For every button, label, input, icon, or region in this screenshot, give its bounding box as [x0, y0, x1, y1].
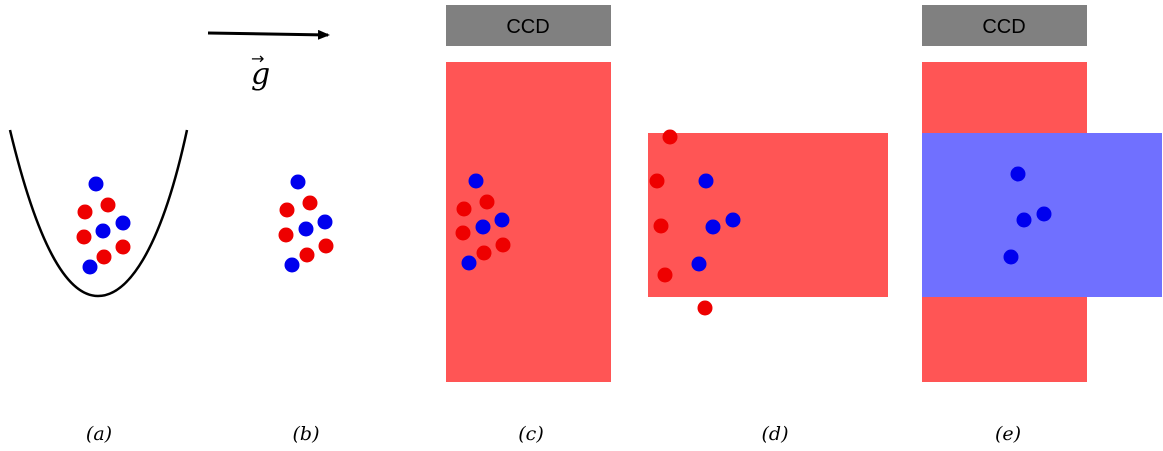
- atom-red: [77, 204, 93, 220]
- atom-blue: [494, 212, 510, 228]
- atom-red: [657, 267, 673, 283]
- gravity-symbol: g: [251, 57, 270, 92]
- atom-blue: [1010, 166, 1026, 182]
- atom-cloud-d: [649, 129, 741, 316]
- atom-blue: [1036, 206, 1052, 222]
- atom-red: [279, 202, 295, 218]
- atom-blue: [317, 214, 333, 230]
- panel-label-c: (c): [518, 423, 543, 445]
- ccd-box: [446, 5, 611, 46]
- panel-d: [648, 129, 888, 316]
- atom-blue: [691, 256, 707, 272]
- panel-label-e: (e): [995, 423, 1021, 445]
- atom-blue: [725, 212, 741, 228]
- atom-red: [456, 201, 472, 217]
- atom-red: [479, 194, 495, 210]
- panel-a: [8, 129, 189, 298]
- atom-red: [278, 227, 294, 243]
- panel-label-b: (b): [293, 423, 320, 445]
- atom-blue: [698, 173, 714, 189]
- atom-blue: [705, 219, 721, 235]
- panel-e: CCD: [922, 5, 1162, 382]
- ccd-label: CCD: [506, 16, 549, 38]
- atom-red: [302, 195, 318, 211]
- atom-red: [318, 238, 334, 254]
- atom-blue: [115, 215, 131, 231]
- atom-blue: [461, 255, 477, 271]
- gravity-vector-mark: →: [251, 49, 264, 68]
- atom-red: [495, 237, 511, 253]
- atom-blue: [1016, 212, 1032, 228]
- panel-label-d: (d): [762, 423, 789, 445]
- ccd-box: [922, 5, 1087, 46]
- atom-blue: [284, 257, 300, 273]
- imaging-beam-red: [446, 62, 611, 382]
- panel-label-a: (a): [86, 423, 112, 445]
- atom-red: [96, 249, 112, 265]
- pushing-beam-red: [648, 133, 888, 297]
- atom-red: [662, 129, 678, 145]
- atom-red: [115, 239, 131, 255]
- atom-red: [697, 300, 713, 316]
- atom-blue: [290, 174, 306, 190]
- trap-potential-icon: [8, 129, 189, 298]
- atom-red: [100, 197, 116, 213]
- atom-cloud-a: [76, 176, 131, 275]
- atom-red: [476, 245, 492, 261]
- ccd-label: CCD: [982, 16, 1025, 38]
- atom-cloud-e: [1003, 166, 1052, 265]
- gravity-indicator: g →: [207, 29, 330, 92]
- atom-red: [299, 247, 315, 263]
- panel-b: [278, 174, 334, 273]
- gravity-arrow-icon: [207, 29, 330, 40]
- atom-blue: [82, 259, 98, 275]
- atom-cloud-b: [278, 174, 334, 273]
- atom-blue: [468, 173, 484, 189]
- atom-blue: [88, 176, 104, 192]
- atom-red: [653, 218, 669, 234]
- atom-blue: [298, 221, 314, 237]
- atom-blue: [475, 219, 491, 235]
- atom-red: [455, 225, 471, 241]
- atom-blue: [1003, 249, 1019, 265]
- atom-cloud-c: [455, 173, 511, 271]
- atom-red: [649, 173, 665, 189]
- atom-red: [76, 229, 92, 245]
- atom-blue: [95, 223, 111, 239]
- panel-c: CCD: [446, 5, 611, 382]
